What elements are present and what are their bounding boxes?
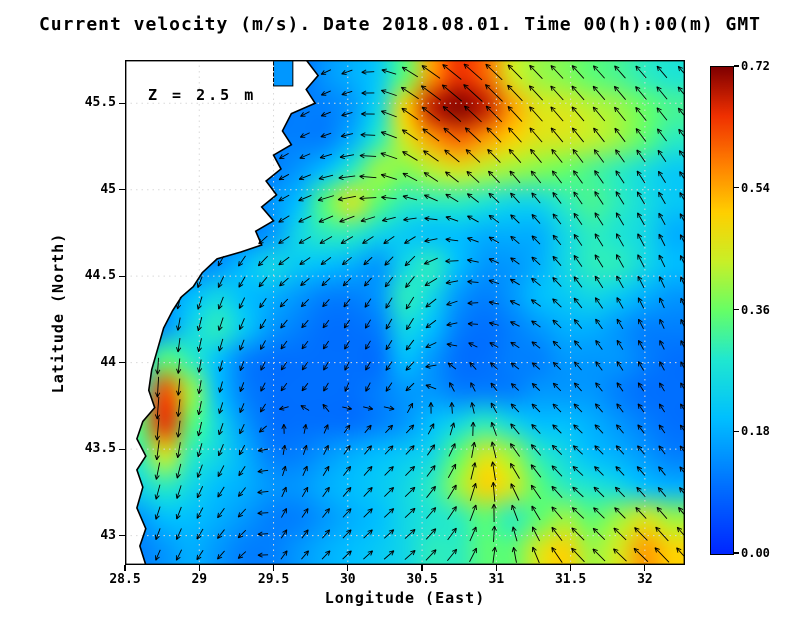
y-tick-label: 43 [100, 527, 116, 543]
velocity-map-canvas [125, 60, 685, 565]
x-tick-label: 32 [637, 572, 653, 587]
x-axis-label: Longitude (East) [324, 589, 486, 607]
x-tick-mark [124, 565, 126, 571]
x-tick-mark [272, 565, 275, 571]
y-tick-label: 45 [100, 181, 116, 197]
y-tick-label: 43.5 [84, 441, 116, 457]
colorbar-tick-label: 0.54 [741, 180, 770, 195]
x-tick-label: 28.5 [109, 572, 141, 587]
colorbar-tick-label: 0.00 [741, 546, 770, 560]
colorbar-tick-mark [734, 187, 739, 189]
colorbar-tick-mark [734, 430, 739, 432]
x-tick-mark [644, 565, 646, 571]
y-axis-label: Latitude (North) [49, 232, 67, 394]
y-tick-label: 44 [100, 354, 116, 370]
y-tick-mark [119, 534, 125, 537]
x-tick-label: 30.5 [406, 572, 438, 587]
colorbar-tick-mark [734, 552, 739, 554]
x-tick-label: 29 [191, 572, 208, 587]
x-tick-label: 31.5 [554, 572, 587, 587]
x-tick-mark [198, 565, 200, 571]
x-tick-label: 31 [488, 572, 505, 587]
chart-title: Current velocity (m/s). Date 2018.08.01.… [38, 14, 762, 35]
y-tick-mark [119, 102, 125, 104]
colorbar-tick-label: 0.72 [741, 59, 770, 73]
x-tick-mark [570, 565, 572, 571]
y-tick-mark [119, 448, 125, 450]
x-tick-label: 29.5 [257, 572, 290, 587]
y-tick-mark [119, 362, 125, 364]
colorbar-tick-mark [734, 308, 739, 311]
x-tick-mark [347, 565, 349, 571]
colorbar-tick-label: 0.36 [741, 302, 770, 317]
x-tick-label: 30 [339, 572, 356, 587]
x-tick-mark [495, 565, 497, 571]
x-tick-mark [421, 565, 423, 571]
y-tick-mark [119, 275, 125, 277]
y-tick-label: 45.5 [84, 95, 116, 111]
colorbar-canvas [710, 66, 734, 555]
y-tick-mark [119, 189, 125, 191]
depth-annotation: Z = 2.5 m [148, 86, 257, 104]
colorbar-tick-mark [734, 65, 739, 67]
colorbar-tick-label: 0.18 [741, 424, 770, 439]
y-tick-label: 44.5 [84, 268, 116, 284]
